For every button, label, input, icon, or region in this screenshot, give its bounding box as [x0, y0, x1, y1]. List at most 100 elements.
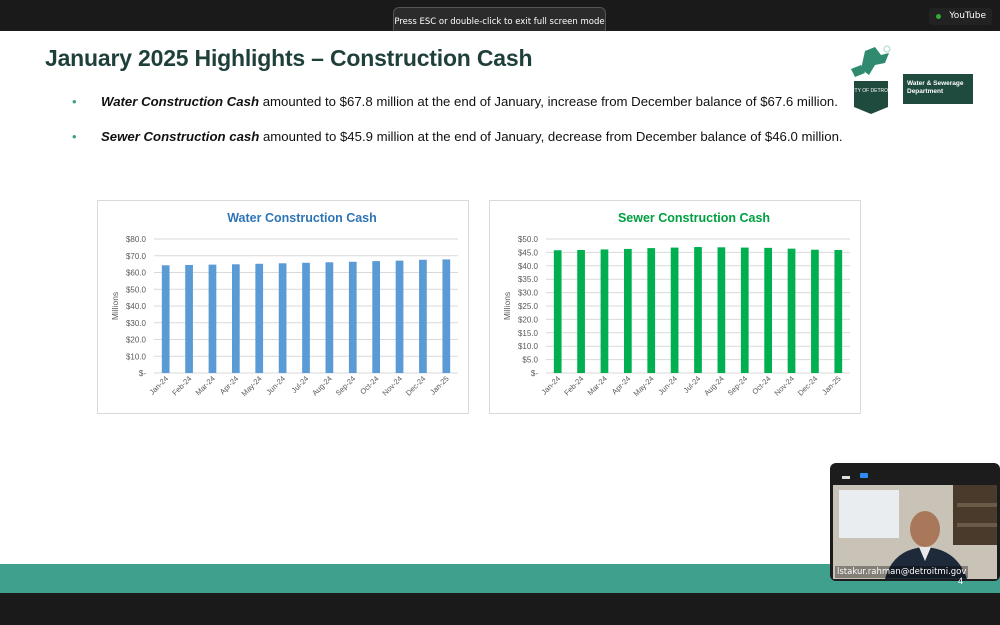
sewer-chart-frame: Sewer Construction Cash Millions $- $5.0 $10… [489, 200, 861, 414]
bullet-emphasis: Sewer Construction cash [101, 129, 260, 144]
bar-jul-24 [694, 247, 702, 373]
youtube-label[interactable]: YouTube [929, 8, 992, 25]
y-tick-label: $20.0 [126, 336, 147, 345]
x-tick-label: Jul-24 [290, 374, 311, 395]
x-tick-label: Dec-24 [796, 374, 819, 397]
y-tick-label: $40.0 [518, 262, 539, 271]
y-tick-label: $25.0 [518, 302, 539, 311]
x-tick-label: Oct-24 [750, 374, 772, 396]
y-tick-label: $40.0 [126, 302, 147, 311]
sewer-construction-cash-chart: Sewer Construction Cash Millions $- $5.0 $10… [502, 211, 850, 398]
x-tick-label: Mar-24 [586, 374, 609, 397]
x-tick-label: Sep-24 [726, 374, 749, 397]
bar-feb-24 [577, 249, 585, 373]
slide-title: January 2025 Highlights – Construction C… [45, 45, 533, 71]
bullet-water: • Water Construction Cash amounted to $67… [72, 93, 843, 128]
x-tick-label: Aug-24 [310, 374, 333, 397]
bar-aug-24 [717, 247, 726, 373]
x-tick-label: Sep-24 [334, 374, 357, 397]
live-dot-icon [936, 14, 942, 19]
y-tick-label: $15.0 [518, 329, 539, 338]
y-axis-label: Millions [110, 292, 120, 320]
bar-apr-24 [623, 248, 632, 373]
dwsd-logo: CITY OF DETROIT [850, 45, 893, 114]
bar-dec-24 [811, 249, 819, 373]
logo-dept-line2: Department [907, 87, 944, 95]
y-tick-label: $- [531, 369, 538, 378]
y-tick-label: $10.0 [518, 342, 539, 351]
bar-apr-24 [231, 264, 240, 373]
youtube-label-text: YouTube [949, 11, 986, 21]
participant-video-feed [833, 485, 997, 579]
bar-aug-24 [325, 262, 334, 373]
y-tick-label: $60.0 [126, 269, 147, 278]
bar-oct-24 [764, 247, 773, 373]
y-tick-label: $20.0 [518, 315, 539, 324]
chart-title: Sewer Construction Cash [618, 211, 770, 225]
x-tick-label: May-24 [240, 374, 264, 398]
bar-jan-24 [553, 250, 562, 373]
bullet-text: amounted to $67.8 million at the end of … [259, 94, 838, 109]
dwsd-logo-text: Water & Sewerage Department [903, 74, 973, 104]
y-tick-label: $45.0 [518, 248, 539, 257]
bar-nov-24 [395, 260, 404, 373]
x-tick-label: Jan-25 [820, 374, 843, 397]
x-tick-label: Feb-24 [562, 374, 585, 397]
shield-icon [854, 81, 888, 114]
view-toggle-icon[interactable] [860, 473, 868, 478]
bar-mar-24 [208, 264, 217, 373]
logo-dept-line1: Water & Sewerage [907, 80, 964, 87]
x-tick-label: Mar-24 [194, 374, 217, 397]
bullet-text: amounted to $45.9 million at the end of … [259, 129, 843, 144]
bar-sep-24 [348, 261, 357, 373]
x-tick-label: Jun-24 [656, 374, 679, 397]
x-tick-label: Oct-24 [358, 374, 380, 396]
bullet-dot-icon: • [72, 94, 77, 109]
x-tick-label: May-24 [632, 374, 656, 398]
x-tick-label: Jan-24 [148, 374, 171, 397]
x-tick-label: Apr-24 [218, 374, 240, 396]
bottom-bar [0, 593, 1000, 625]
y-tick-label: $35.0 [518, 275, 539, 284]
x-tick-label: Jan-24 [540, 374, 563, 397]
participant-video-image [833, 485, 997, 579]
bullet-dot-icon: • [72, 129, 77, 144]
bar-oct-24 [372, 261, 381, 373]
minimize-icon[interactable] [842, 476, 850, 479]
bar-sep-24 [740, 247, 749, 373]
slide-page-number: 4 [958, 576, 964, 586]
bar-may-24 [647, 248, 656, 373]
x-tick-label: Aug-24 [702, 374, 725, 397]
y-tick-label: $- [139, 369, 146, 378]
x-tick-label: Jul-24 [682, 374, 703, 395]
y-tick-label: $80.0 [126, 235, 147, 244]
x-tick-label: Nov-24 [380, 374, 403, 397]
water-chart-frame: Water Construction Cash Millions $- $10.0 $2… [97, 200, 469, 414]
logo-city-text: CITY OF DETROIT [850, 88, 893, 94]
bar-jun-24 [278, 263, 287, 373]
x-tick-label: Jun-24 [264, 374, 287, 397]
participant-name-label: lstakur.rahman@detroitmi.gov [835, 566, 969, 578]
bullet-sewer: • Sewer Construction cash amounted to $45… [72, 128, 843, 163]
y-tick-label: $5.0 [522, 356, 538, 365]
y-tick-label: $50.0 [126, 285, 147, 294]
y-tick-label: $30.0 [126, 319, 147, 328]
y-tick-label: $50.0 [518, 235, 539, 244]
bar-may-24 [255, 263, 264, 373]
bar-nov-24 [787, 248, 796, 373]
bar-jul-24 [302, 262, 310, 373]
spirit-of-detroit-icon [851, 45, 891, 77]
bar-feb-24 [185, 264, 193, 373]
x-tick-label: Jan-25 [428, 374, 451, 397]
y-tick-label: $70.0 [126, 252, 147, 261]
bar-dec-24 [419, 259, 427, 373]
bar-jan-24 [161, 265, 170, 373]
x-tick-label: Nov-24 [772, 374, 795, 397]
y-tick-label: $10.0 [126, 352, 147, 361]
participant-video-tile[interactable] [830, 463, 1000, 581]
y-axis-label: Millions [502, 292, 512, 320]
water-construction-cash-chart: Water Construction Cash Millions $- $10.0 $2… [110, 211, 458, 398]
highlight-bullets: • Water Construction Cash amounted to $67… [72, 93, 843, 163]
x-tick-label: Feb-24 [170, 374, 193, 397]
x-tick-label: Apr-24 [610, 374, 632, 396]
